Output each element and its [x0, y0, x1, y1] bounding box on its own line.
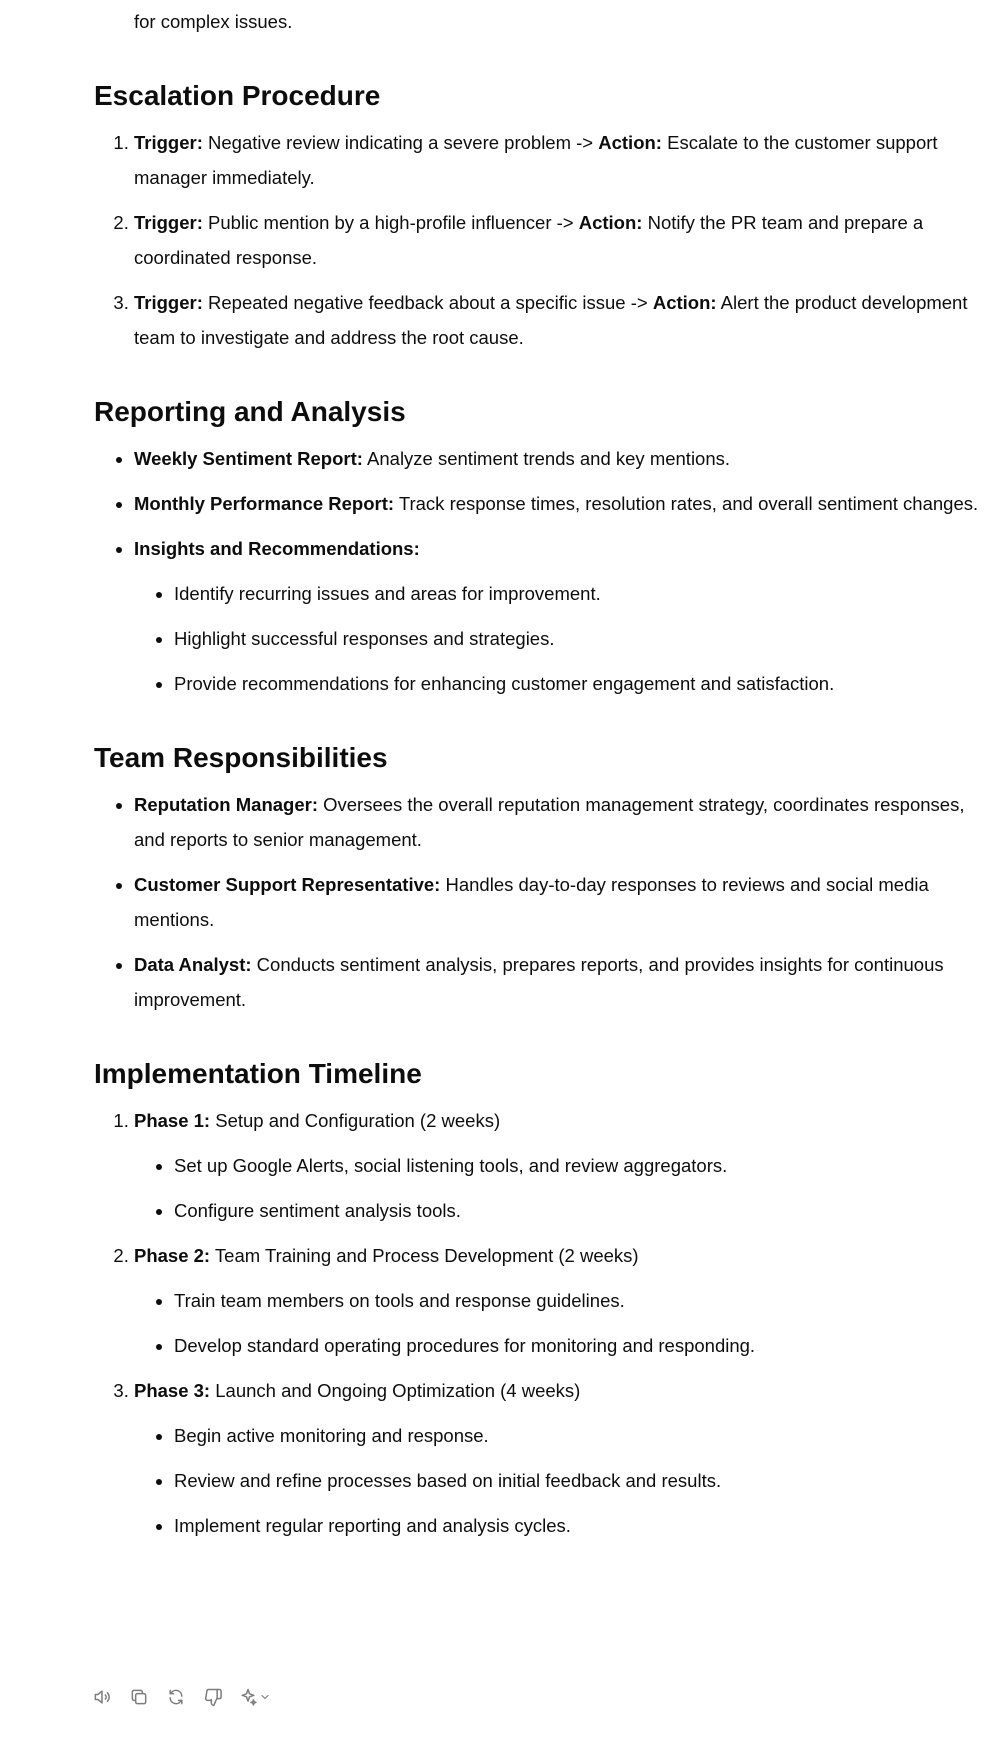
item-text: Handles day-to-day responses to reviews … [134, 874, 929, 930]
item-label: Monthly Performance Report: [134, 493, 395, 514]
thumbs-down-icon [205, 1688, 222, 1707]
timeline-list: Phase 1: Setup and Configuration (2 week… [94, 1103, 984, 1543]
sub-list-item: Configure sentiment analysis tools. [174, 1193, 984, 1228]
item-label: Reputation Manager: [134, 794, 318, 815]
sub-list-item: Develop standard operating procedures fo… [174, 1328, 984, 1363]
item-text: Oversees the overall reputation manageme… [134, 794, 965, 850]
list-item: Customer Support Representative: Handles… [134, 867, 984, 937]
reporting-heading: Reporting and Analysis [94, 396, 406, 427]
item-label: Data Analyst: [134, 954, 252, 975]
sub-list-item: Begin active monitoring and response. [174, 1418, 984, 1453]
sub-list-item: Highlight successful responses and strat… [174, 621, 984, 656]
list-item: Phase 2: Team Training and Process Devel… [134, 1238, 984, 1363]
speaker-icon [94, 1690, 110, 1704]
team-heading: Team Responsibilities [94, 742, 388, 773]
action-text: Notify the PR team and prepare a coordin… [134, 212, 924, 268]
list-item: Trigger: Negative review indicating a se… [134, 125, 984, 195]
reporting-list: Weekly Sentiment Report: Analyze sentime… [94, 441, 984, 701]
regenerate-button[interactable] [164, 1685, 188, 1709]
sub-list: Begin active monitoring and response. Re… [134, 1418, 984, 1543]
sparkle-icon [241, 1688, 257, 1706]
item-label: Insights and Recommendations: [134, 538, 420, 559]
trigger-text: Public mention by a high-profile influen… [202, 212, 579, 233]
message-actions-toolbar [90, 1683, 271, 1711]
escalation-list: Trigger: Negative review indicating a se… [94, 125, 984, 355]
sub-list: Identify recurring issues and areas for … [134, 576, 984, 701]
phase-label: Phase 2: [134, 1245, 211, 1266]
sub-list-item: Provide recommendations for enhancing cu… [174, 666, 984, 701]
switch-model-button[interactable] [238, 1687, 271, 1707]
phase-label: Phase 3: [134, 1380, 211, 1401]
sub-list-item: Review and refine processes based on ini… [174, 1463, 984, 1498]
action-label: Action: [652, 292, 717, 313]
sub-list-item: Implement regular reporting and analysis… [174, 1508, 984, 1543]
trigger-text: Negative review indicating a severe prob… [202, 132, 599, 153]
sub-list: Train team members on tools and response… [134, 1283, 984, 1363]
list-item: Reputation Manager: Oversees the overall… [134, 787, 984, 857]
item-text: Track response times, resolution rates, … [394, 493, 979, 514]
timeline-heading: Implementation Timeline [94, 1058, 422, 1089]
escalation-heading: Escalation Procedure [94, 80, 381, 111]
item-text: Analyze sentiment trends and key mention… [362, 448, 731, 469]
sub-list-item: Train team members on tools and response… [174, 1283, 984, 1318]
trigger-label: Trigger: [134, 212, 203, 233]
lead-text: for complex issues. [134, 11, 293, 32]
copy-button[interactable] [127, 1685, 151, 1709]
assistant-message: for complex issues. Escalation Procedure… [94, 0, 984, 1553]
trigger-text: Repeated negative feedback about a speci… [202, 292, 653, 313]
read-aloud-button[interactable] [90, 1685, 114, 1709]
copy-icon [131, 1689, 147, 1705]
phase-text: Team Training and Process Development (2… [210, 1245, 639, 1266]
phase-label: Phase 1: [134, 1110, 211, 1131]
team-list: Reputation Manager: Oversees the overall… [94, 787, 984, 1017]
list-item: Weekly Sentiment Report: Analyze sentime… [134, 441, 984, 476]
action-label: Action: [578, 212, 643, 233]
action-text: Alert the product development team to in… [134, 292, 968, 348]
item-label: Weekly Sentiment Report: [134, 448, 363, 469]
list-item: Monthly Performance Report: Track respon… [134, 486, 984, 521]
bad-response-button[interactable] [201, 1685, 225, 1709]
action-label: Action: [598, 132, 662, 153]
list-item: Trigger: Repeated negative feedback abou… [134, 285, 984, 355]
trigger-label: Trigger: [134, 132, 203, 153]
sub-list-item: Identify recurring issues and areas for … [174, 576, 984, 611]
action-text: Escalate to the customer support manager… [134, 132, 938, 188]
list-item: Phase 3: Launch and Ongoing Optimization… [134, 1373, 984, 1543]
list-item: Data Analyst: Conducts sentiment analysi… [134, 947, 984, 1017]
phase-text: Setup and Configuration (2 weeks) [210, 1110, 501, 1131]
list-item: Phase 1: Setup and Configuration (2 week… [134, 1103, 984, 1228]
sub-list: Set up Google Alerts, social listening t… [134, 1148, 984, 1228]
sub-list-item: Set up Google Alerts, social listening t… [174, 1148, 984, 1183]
item-text: Conducts sentiment analysis, prepares re… [134, 954, 944, 1010]
list-item: Trigger: Public mention by a high-profil… [134, 205, 984, 275]
chevron-down-icon [261, 1694, 269, 1700]
phase-text: Launch and Ongoing Optimization (4 weeks… [210, 1380, 581, 1401]
regenerate-icon [169, 1689, 183, 1705]
item-label: Customer Support Representative: [134, 874, 441, 895]
list-item: Insights and Recommendations: Identify r… [134, 531, 984, 701]
trigger-label: Trigger: [134, 292, 203, 313]
